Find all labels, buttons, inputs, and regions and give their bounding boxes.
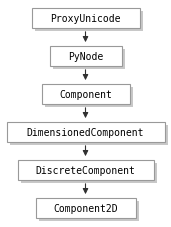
Text: DimensionedComponent: DimensionedComponent [27,127,144,137]
Text: ProxyUnicode: ProxyUnicode [50,14,121,24]
Bar [42,85,129,105]
Bar [31,9,140,29]
Bar [44,88,133,108]
Bar [6,122,165,142]
Bar [38,201,139,221]
Bar [17,160,154,180]
Text: Component2D: Component2D [53,203,118,213]
Text: Component: Component [59,90,112,100]
Text: DiscreteComponent: DiscreteComponent [36,165,135,175]
Bar [36,198,135,218]
Bar [49,47,122,67]
Text: PyNode: PyNode [68,52,103,62]
Bar [10,126,168,145]
Bar [21,163,156,183]
Bar [35,12,142,32]
Bar [52,50,124,70]
